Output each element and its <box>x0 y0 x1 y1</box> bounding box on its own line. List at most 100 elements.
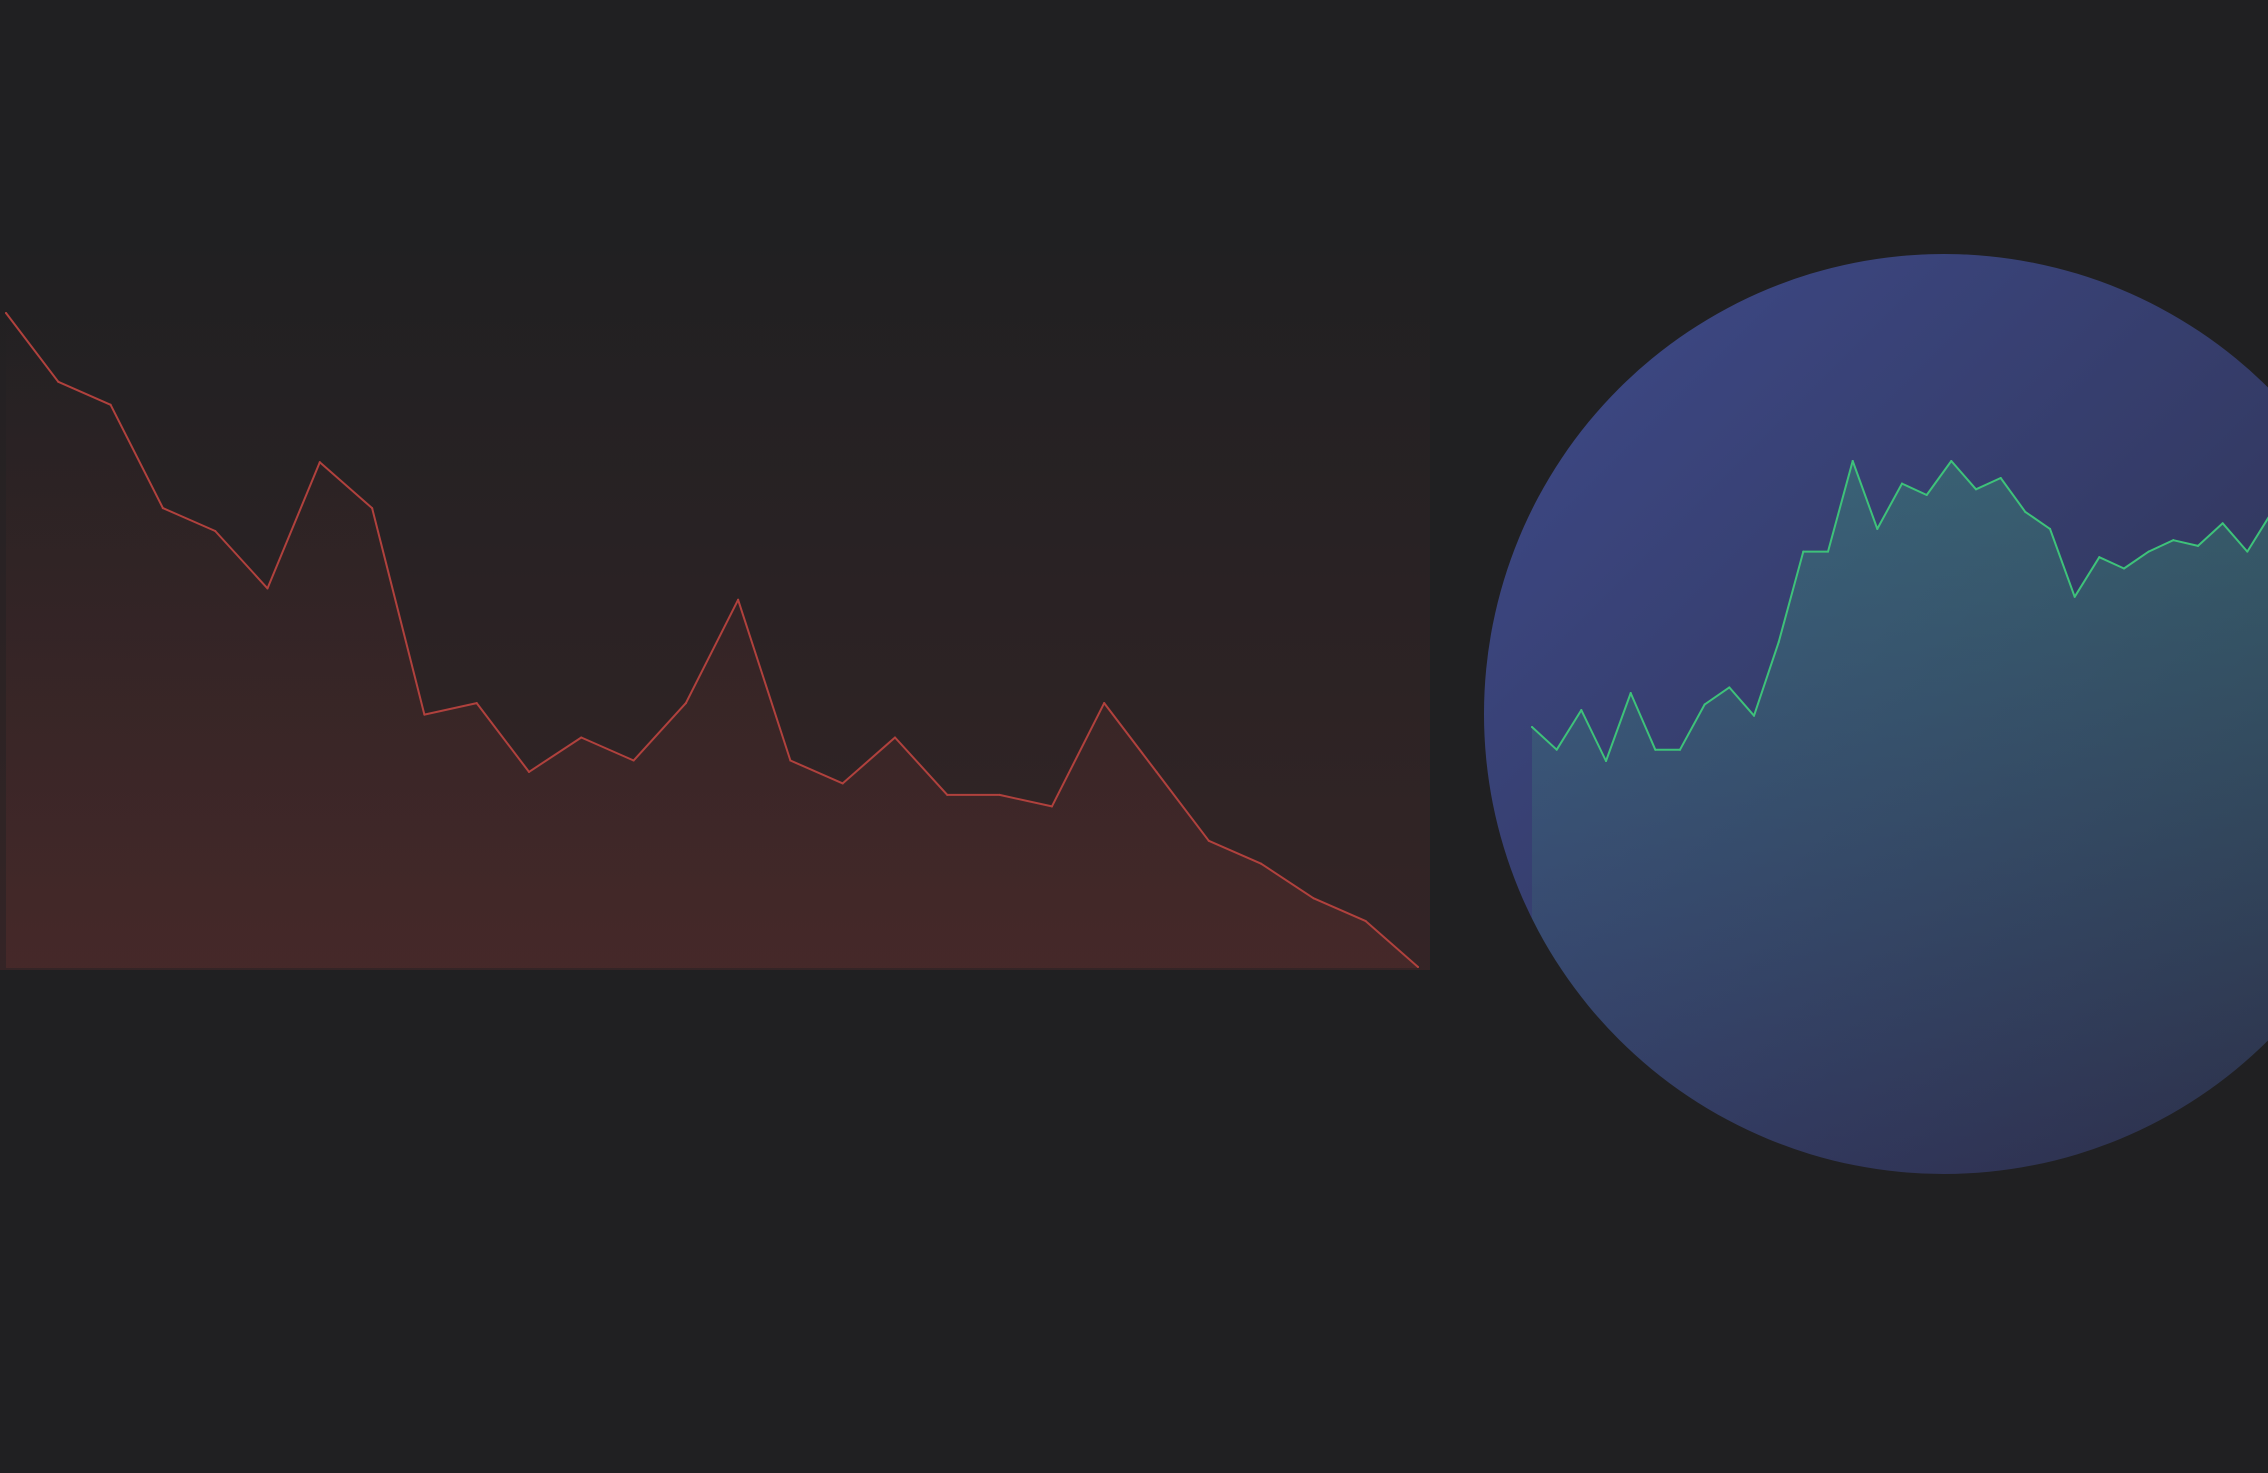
up-chart-line-segment <box>2221 522 2249 553</box>
down-chart-line-segment <box>1364 920 1419 968</box>
down-chart-line-segment <box>528 736 583 773</box>
up-chart-line-segment <box>1851 460 1879 530</box>
up-chart-line-segment <box>1555 709 1583 751</box>
down-chart-point <box>1312 897 1315 900</box>
down-chart-point <box>318 461 321 464</box>
up-chart-point <box>1753 714 1755 717</box>
down-chart-point <box>5 312 7 314</box>
down-chart-point <box>1417 966 1419 968</box>
up-chart-point <box>1531 726 1533 728</box>
down-chart-line-segment <box>1312 897 1367 923</box>
up-chart-line-segment <box>1679 703 1706 751</box>
down-chart-point <box>737 598 740 601</box>
up-chart-line-segment <box>1999 477 2027 513</box>
down-chart-point <box>1103 702 1106 705</box>
down-chart-point <box>841 782 844 785</box>
up-chart-line-segment <box>1950 460 1977 491</box>
up-chart-line-segment <box>1925 460 1953 496</box>
up-chart-line-segment <box>1629 692 1657 751</box>
up-chart-point <box>1851 460 1854 462</box>
down-chart-point <box>109 403 112 406</box>
down-chart-line-segment <box>632 702 687 762</box>
up-chart-point <box>1679 748 1681 751</box>
up-chart-point <box>2221 522 2224 525</box>
up-chart-point <box>1975 488 1977 491</box>
down-chart-point <box>789 759 792 762</box>
down-chart-point <box>475 702 478 705</box>
up-chart-point <box>2024 510 2027 513</box>
up-chart-point <box>2172 539 2175 542</box>
down-chart-line-segment <box>737 598 792 762</box>
up-chart-point <box>1802 550 1805 553</box>
up-chart-line-segment <box>1703 686 1731 706</box>
up-chart-point <box>2246 550 2249 553</box>
down-chart-line-segment <box>1260 862 1315 900</box>
down-chart-line-segment <box>684 598 740 705</box>
down-chart-point <box>371 507 374 510</box>
up-trend-chart <box>1531 460 2268 1174</box>
up-chart-line-segment <box>1753 641 1780 717</box>
up-chart-point <box>1827 550 1829 553</box>
down-chart-line-segment <box>1155 770 1210 842</box>
down-chart-line-segment <box>161 507 217 532</box>
down-chart-point <box>1207 839 1210 842</box>
down-chart-area <box>6 313 1418 968</box>
up-chart-point <box>1555 748 1558 751</box>
up-chart-line-segment <box>2197 522 2224 547</box>
down-chart-line-segment <box>214 530 269 590</box>
down-chart-point <box>266 587 269 590</box>
down-chart-line-segment <box>789 759 844 785</box>
up-chart-line-segment <box>1728 686 1755 717</box>
up-chart-point <box>1654 748 1657 751</box>
down-chart-line-segment <box>57 380 112 406</box>
down-chart-point <box>423 713 426 716</box>
up-chart-point <box>1999 477 2002 479</box>
down-chart-line-segment <box>266 461 321 590</box>
down-chart-point <box>57 380 60 383</box>
up-chart-point <box>1876 527 1879 530</box>
down-chart-line-segment <box>318 461 374 510</box>
up-chart-point <box>1925 494 1928 496</box>
up-chart-point <box>2147 550 2150 553</box>
up-chart-line-segment <box>1827 460 1854 553</box>
down-chart-line-segment <box>841 736 896 785</box>
up-chart-line-segment <box>1531 726 1558 751</box>
up-chart-line-segment <box>1975 477 2002 491</box>
up-chart-point <box>1580 709 1583 712</box>
down-chart-line-segment <box>1050 702 1106 808</box>
up-chart-line-segment <box>1777 550 1805 644</box>
down-chart-point <box>1155 770 1158 773</box>
up-chart-point <box>1629 692 1632 695</box>
down-chart-point <box>580 736 583 739</box>
down-chart-line-segment <box>109 403 164 510</box>
up-chart-line-segment <box>1580 709 1607 762</box>
up-chart-line-segment <box>2024 510 2051 530</box>
up-chart-point <box>1703 703 1706 706</box>
up-chart-line-segment <box>1605 692 1632 762</box>
up-chart-line-segment <box>2073 556 2101 598</box>
down-chart-point <box>214 530 217 532</box>
up-chart-point <box>2123 567 2125 570</box>
down-chart-line-segment <box>423 702 478 716</box>
down-chart-line-segment <box>371 507 426 716</box>
down-chart-point <box>946 793 949 796</box>
up-chart-line-segment <box>2147 539 2175 553</box>
up-chart-point <box>1950 460 1953 462</box>
down-chart-point <box>894 736 896 739</box>
down-chart-point <box>161 507 164 510</box>
up-chart-line-segment <box>1901 482 1928 496</box>
down-chart-point <box>684 702 687 705</box>
down-chart-point <box>1364 920 1367 923</box>
down-chart-line-segment <box>998 793 1053 808</box>
up-chart-point <box>1901 482 1903 485</box>
up-chart-point <box>2049 527 2051 530</box>
down-chart-point <box>528 770 530 773</box>
up-chart-point <box>1728 686 1731 689</box>
up-chart-line-segment <box>2049 527 2076 598</box>
up-chart-line-segment <box>2172 539 2199 547</box>
down-chart-line-segment <box>580 736 635 762</box>
down-chart-point <box>1050 805 1053 808</box>
up-chart-point <box>1605 760 1607 762</box>
